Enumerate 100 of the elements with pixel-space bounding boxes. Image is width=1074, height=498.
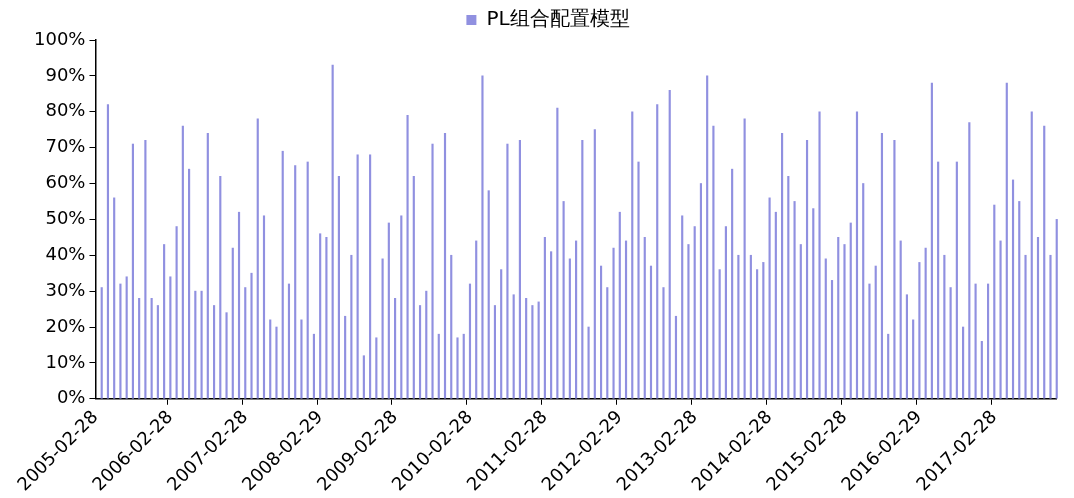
bar — [250, 272, 253, 399]
bar — [412, 176, 415, 399]
bar — [937, 161, 940, 399]
bar — [805, 140, 809, 399]
bar — [418, 305, 422, 399]
bar — [912, 319, 915, 399]
bar — [887, 333, 890, 399]
bar — [843, 244, 846, 399]
bar — [587, 326, 590, 399]
bar — [649, 265, 653, 399]
bar — [824, 258, 827, 399]
bar — [962, 326, 965, 399]
bar — [144, 140, 147, 399]
bar — [500, 269, 503, 399]
y-tick-label: 90% — [45, 63, 86, 85]
bar — [512, 294, 515, 399]
bar — [737, 254, 740, 399]
bar — [993, 204, 996, 399]
bar — [1030, 111, 1033, 399]
bar — [531, 305, 534, 399]
bar — [556, 107, 559, 399]
bar — [212, 305, 216, 399]
bar — [437, 333, 440, 399]
bar — [219, 176, 222, 399]
bar — [1043, 125, 1046, 399]
bar — [1011, 179, 1015, 399]
bar — [175, 226, 178, 399]
bar — [169, 276, 172, 399]
bar — [356, 154, 359, 399]
bar — [768, 197, 771, 399]
bar — [749, 254, 752, 399]
bar — [537, 301, 540, 399]
bar — [1055, 219, 1058, 399]
bar — [999, 240, 1002, 399]
bar — [300, 319, 303, 399]
bar — [425, 290, 428, 399]
bar — [125, 276, 128, 399]
bar — [381, 258, 384, 399]
bar — [880, 132, 884, 399]
bar — [812, 208, 815, 399]
bar — [400, 215, 403, 399]
bar — [918, 262, 921, 399]
bar — [375, 337, 378, 399]
bar — [756, 269, 759, 399]
y-tick-label: 0% — [56, 386, 86, 408]
bar — [762, 262, 765, 399]
bar — [562, 201, 565, 399]
bar — [743, 118, 746, 399]
bar — [899, 240, 902, 399]
bar — [281, 150, 284, 399]
bar — [287, 283, 291, 399]
bar — [643, 236, 646, 399]
bar — [200, 290, 203, 399]
bar — [231, 247, 234, 399]
bar — [712, 125, 715, 399]
bar — [306, 161, 309, 399]
bar — [518, 140, 521, 399]
bar — [905, 294, 908, 399]
bar — [1049, 254, 1052, 399]
bar — [862, 183, 865, 399]
bar — [606, 287, 609, 399]
bar — [949, 287, 952, 399]
bar — [506, 143, 509, 399]
bar — [637, 161, 640, 399]
bar — [930, 82, 933, 399]
y-tick-label: 100% — [33, 27, 86, 49]
bar — [799, 244, 802, 399]
bar — [294, 165, 297, 399]
bar — [693, 226, 696, 399]
bar — [387, 222, 390, 399]
bar — [687, 244, 690, 399]
bar — [106, 104, 110, 399]
bar — [163, 244, 166, 399]
bar — [113, 197, 116, 399]
bar — [269, 319, 272, 399]
bar — [475, 240, 478, 399]
bar — [674, 315, 678, 399]
bar — [131, 143, 134, 399]
bar — [462, 333, 465, 399]
bar — [487, 190, 490, 399]
bar — [181, 125, 184, 399]
bar — [206, 132, 209, 399]
bar — [525, 297, 528, 399]
bar — [1036, 236, 1040, 399]
bar — [100, 287, 103, 399]
bar — [656, 104, 659, 399]
bar — [980, 341, 983, 399]
bar — [275, 326, 278, 399]
bar — [568, 258, 571, 399]
bar — [575, 240, 578, 399]
bar — [868, 283, 871, 399]
bar — [1005, 82, 1008, 399]
bar — [718, 269, 721, 399]
bar — [331, 64, 334, 399]
legend-label: PL组合配置模型 — [486, 6, 630, 31]
bar — [631, 111, 634, 399]
bar — [312, 333, 316, 399]
bar — [362, 355, 365, 399]
bar — [319, 233, 322, 399]
bar — [612, 247, 615, 399]
